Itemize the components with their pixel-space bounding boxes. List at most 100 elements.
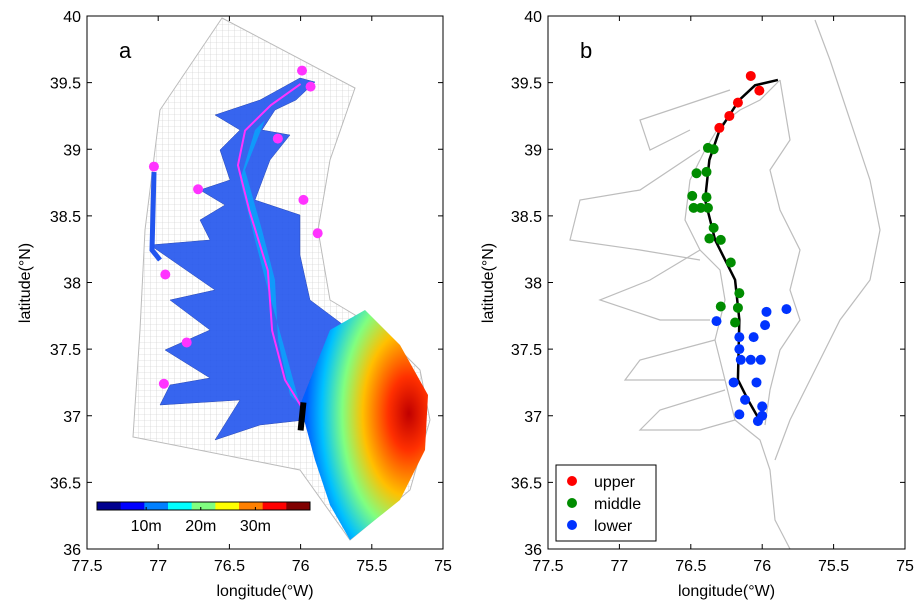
legend-label: upper <box>594 474 636 491</box>
panel-label: b <box>580 38 592 63</box>
y-tick-label: 36.5 <box>50 475 81 492</box>
point <box>751 377 762 388</box>
colorbar-swatch <box>168 502 193 510</box>
x-tick-label: 75 <box>896 558 914 575</box>
point <box>297 65 308 76</box>
point <box>687 190 698 201</box>
y-tick-label: 40 <box>63 9 81 26</box>
line <box>297 402 307 431</box>
point <box>715 234 726 245</box>
point <box>752 416 763 427</box>
point <box>734 288 745 299</box>
point <box>160 269 171 280</box>
point <box>734 344 745 355</box>
colorbar-tick-label: 10m <box>131 518 162 535</box>
coastline <box>569 19 881 550</box>
point <box>734 332 745 343</box>
y-tick-label: 39 <box>63 142 81 159</box>
y-tick-label: 39.5 <box>511 76 542 93</box>
bay-bathymetry <box>149 77 351 441</box>
point <box>691 168 702 179</box>
point <box>725 257 736 268</box>
point <box>761 306 772 317</box>
point <box>715 301 726 312</box>
point <box>711 316 722 327</box>
point <box>732 97 743 108</box>
y-tick-label: 40 <box>524 9 542 26</box>
point <box>724 110 735 121</box>
x-tick-label: 76 <box>292 558 310 575</box>
y-tick-label: 37.5 <box>50 342 81 359</box>
line <box>703 78 779 421</box>
point <box>148 161 159 172</box>
x-tick-label: 75.5 <box>818 558 849 575</box>
x-tick-label: 77 <box>611 558 629 575</box>
y-tick-label: 38.5 <box>511 209 542 226</box>
y-tick-label: 39 <box>524 142 542 159</box>
colorbar <box>96 501 311 511</box>
legend-marker <box>567 476 577 486</box>
point <box>701 192 712 203</box>
colorbar-tick-label: 30m <box>240 518 271 535</box>
point <box>298 194 309 205</box>
y-tick-label: 36.5 <box>511 475 542 492</box>
point <box>745 354 756 365</box>
point <box>158 378 169 389</box>
point <box>708 144 719 155</box>
legend-marker <box>567 498 577 508</box>
colorbar-swatch <box>144 502 169 510</box>
y-tick-label: 38.5 <box>50 209 81 226</box>
colorbar-tick-label: 20m <box>185 518 216 535</box>
y-tick-label: 36 <box>63 542 81 559</box>
estuary-river <box>149 171 162 262</box>
point <box>193 184 204 195</box>
colorbar-swatch <box>191 502 216 510</box>
point <box>781 304 792 315</box>
x-tick-label: 77 <box>149 558 167 575</box>
shelf-bathymetry <box>300 310 428 540</box>
legend-label: lower <box>594 518 633 535</box>
y-axis-label: latitude(°N) <box>17 243 34 323</box>
point <box>181 337 192 348</box>
line <box>236 83 303 409</box>
plot-frame <box>86 15 444 550</box>
x-tick-label: 76.5 <box>675 558 706 575</box>
y-axis-label: latitude(°N) <box>480 243 497 323</box>
x-axis-label: longitude(°W) <box>216 583 313 600</box>
point <box>748 332 759 343</box>
y-tick-label: 39.5 <box>50 76 81 93</box>
point <box>701 166 712 177</box>
x-tick-label: 77.5 <box>532 558 563 575</box>
colorbar-swatch <box>120 502 145 510</box>
y-tick-label: 36 <box>524 542 542 559</box>
point <box>730 317 741 328</box>
legend-marker <box>567 520 577 530</box>
point <box>760 320 771 331</box>
colorbar-swatch <box>239 502 264 510</box>
panel-label: a <box>119 38 132 63</box>
colorbar-swatch <box>215 502 240 510</box>
x-tick-label: 75.5 <box>356 558 387 575</box>
colorbar-swatch <box>97 502 122 510</box>
point <box>702 202 713 213</box>
colorbar-swatch <box>262 502 287 510</box>
point <box>704 233 715 244</box>
point <box>714 122 725 133</box>
point <box>732 302 743 313</box>
y-tick-label: 37.5 <box>511 342 542 359</box>
plot-frame <box>547 15 906 550</box>
point <box>272 133 283 144</box>
point <box>745 70 756 81</box>
x-tick-label: 77.5 <box>71 558 102 575</box>
y-tick-label: 37 <box>524 409 542 426</box>
point <box>755 354 766 365</box>
point <box>740 394 751 405</box>
legend-label: middle <box>594 496 641 513</box>
y-tick-label: 38 <box>63 276 81 293</box>
point <box>728 377 739 388</box>
x-axis-label: longitude(°W) <box>678 583 775 600</box>
x-tick-label: 76.5 <box>214 558 245 575</box>
point <box>757 401 768 412</box>
point <box>735 354 746 365</box>
y-tick-label: 37 <box>63 409 81 426</box>
